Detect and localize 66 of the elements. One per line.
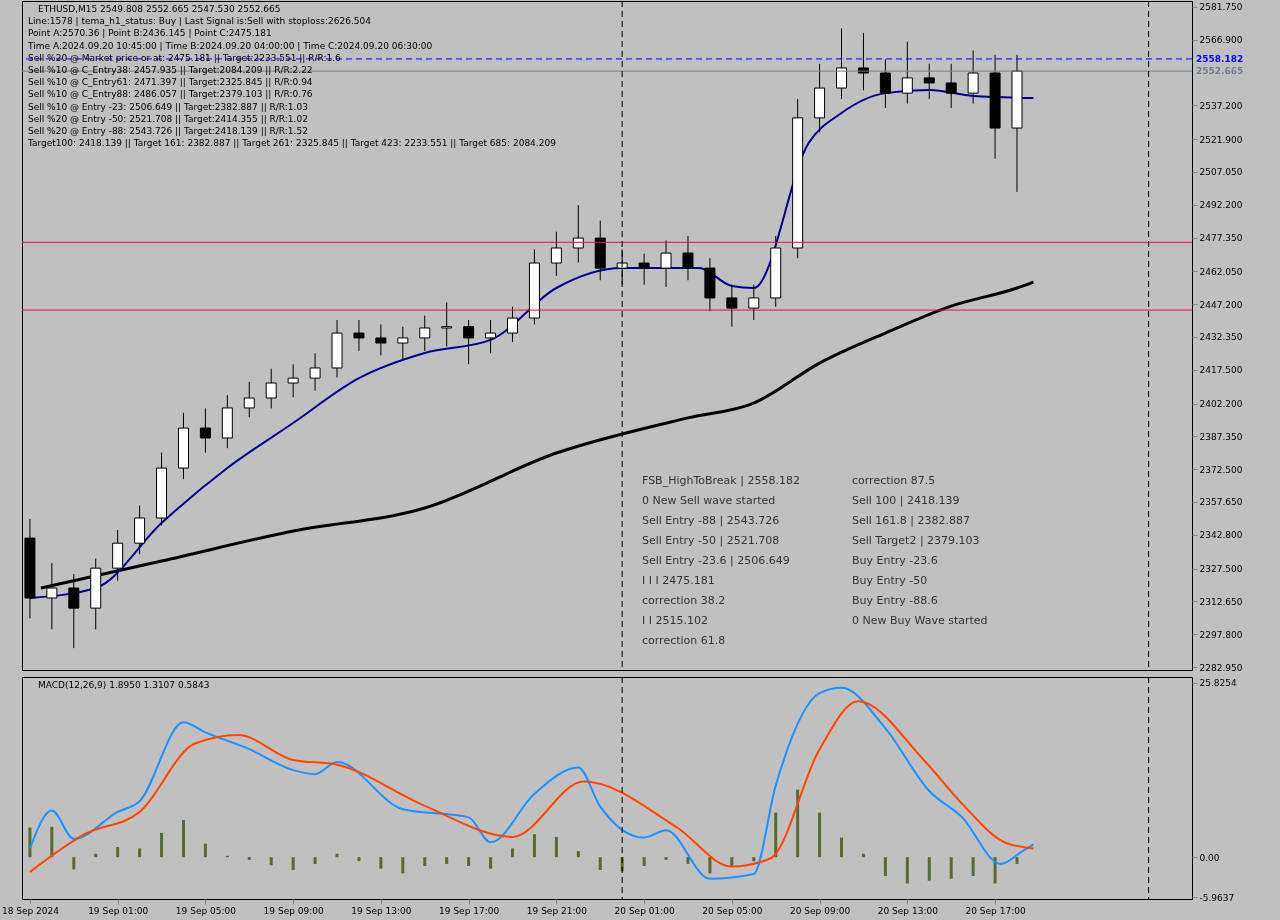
annotation: 0 New Sell wave started [642, 494, 776, 507]
y-tick-label: 2372.500 [1199, 464, 1243, 475]
y-tick-label: 2402.200 [1199, 399, 1243, 410]
y-tick-label: 2566.900 [1199, 35, 1243, 46]
annotation: Sell Entry -50 | 2521.708 [642, 534, 780, 547]
annotation: correction 38.2 [642, 594, 726, 607]
y-tick-label: 2342.800 [1199, 530, 1243, 541]
y-tick-label: 2297.800 [1199, 629, 1243, 640]
annotation: Sell %10 @ C_Entry88: 2486.057 || Target:2379.103 || R/R:0.76 [28, 89, 313, 100]
y-tick-label: 2521.900 [1199, 134, 1243, 145]
annotation: Sell Entry -23.6 | 2506.649 [642, 554, 790, 567]
annotation: Target100: 2418.139 || Target 161: 2382.887 || Target 261: 2325.845 || Target 423: 2233.551 || Target 685: 2084.209 [27, 138, 557, 149]
y-tick-label: 2477.350 [1199, 233, 1243, 244]
ref-line-label: 2558.182 [1196, 53, 1244, 64]
annotation: Buy Entry -88.6 [852, 594, 938, 607]
annotation: Sell 100 | 2418.139 [852, 494, 960, 507]
x-tick-label: 20 Sep 17:00 [965, 905, 1026, 916]
annotation: Sell %10 @ C_Entry61: 2471.397 || Target:2325.845 || R/R:0.94 [28, 77, 313, 88]
annotation: I I 2515.102 [642, 614, 708, 627]
annotation: Time A:2024.09.20 10:45:00 | Time B:2024.09.20 04:00:00 | Time C:2024.09.20 06:30:00 [27, 40, 433, 51]
annotation: FSB_HighToBreak | 2558.182 [642, 474, 800, 487]
x-tick-label: 19 Sep 17:00 [439, 905, 500, 916]
y-tick-label: 2312.650 [1199, 596, 1243, 607]
annotation: Sell Entry -88 | 2543.726 [642, 514, 780, 527]
annotation: I I I 2475.181 [642, 574, 715, 587]
chart-title: ETHUSD,M15 2549.808 2552.665 2547.530 2552.665 [38, 4, 281, 14]
x-tick-label: 19 Sep 05:00 [175, 905, 237, 916]
y-tick-label: 2537.200 [1199, 100, 1243, 111]
annotation: 0 New Buy Wave started [852, 614, 988, 627]
x-tick-label: 18 Sep 2024 [1, 905, 60, 916]
annotation: correction 87.5 [852, 474, 936, 487]
y-tick-label: 2447.200 [1199, 299, 1243, 310]
y-tick-label: 2432.350 [1199, 332, 1243, 343]
x-tick-label: 20 Sep 01:00 [614, 905, 675, 916]
x-tick-label: 19 Sep 09:00 [263, 905, 324, 916]
annotation: Sell %20 @ Entry -50: 2521.708 || Target:2414.355 || R/R:1.02 [28, 113, 308, 124]
y-tick-label: 2387.350 [1199, 431, 1243, 442]
annotation: Point A:2570.36 | Point B:2436.145 | Point C:2475.181 [28, 28, 272, 39]
annotation: Sell %10 @ Entry -23: 2506.649 || Target:2382.887 || R/R:1.03 [28, 101, 308, 112]
y-tick-label: 2327.500 [1199, 564, 1243, 575]
y-tick-label: 2507.050 [1199, 167, 1243, 178]
annotation: Sell %10 @ C_Entry38: 2457.935 || Target:2084.209 || R/R:2.22 [28, 65, 313, 75]
x-tick-label: 19 Sep 21:00 [526, 905, 588, 916]
annotation: correction 61.8 [642, 634, 726, 647]
annotation: Sell Target2 | 2379.103 [852, 534, 980, 547]
x-tick-label: 20 Sep 09:00 [790, 905, 851, 916]
annotation: Buy Entry -50 [852, 574, 928, 587]
annotation: Line:1578 | tema_h1_status: Buy | Last Signal is:Sell with stoploss:2626.504 [28, 16, 372, 27]
chart-title: MACD(12,26,9) 1.8950 1.3107 0.5843 [38, 680, 210, 690]
annotation: Buy Entry -23.6 [852, 554, 938, 567]
x-tick-label: 20 Sep 05:00 [702, 905, 763, 916]
x-tick-label: 20 Sep 13:00 [877, 905, 939, 916]
y-tick-label: 2581.750 [1199, 2, 1243, 13]
y-tick-label: 25.8254 [1199, 678, 1237, 689]
y-tick-label: 2417.500 [1199, 365, 1243, 376]
y-tick-label: 2282.950 [1199, 662, 1243, 673]
y-tick-label: -5.9637 [1199, 892, 1235, 903]
annotation: Sell %20 @ Entry -88: 2543.726 || Target:2418.139 || R/R:1.52 [28, 126, 308, 136]
y-tick-label: 2357.650 [1199, 497, 1243, 508]
y-tick-label: 0.00 [1199, 852, 1220, 863]
x-tick-label: 19 Sep 13:00 [351, 905, 412, 916]
y-tick-label: 2492.200 [1199, 200, 1243, 211]
ref-line-label: 2552.665 [1196, 66, 1244, 77]
annotation: Sell 161.8 | 2382.887 [852, 514, 971, 527]
y-tick-label: 2462.050 [1199, 266, 1243, 277]
x-tick-label: 19 Sep 01:00 [88, 905, 149, 916]
